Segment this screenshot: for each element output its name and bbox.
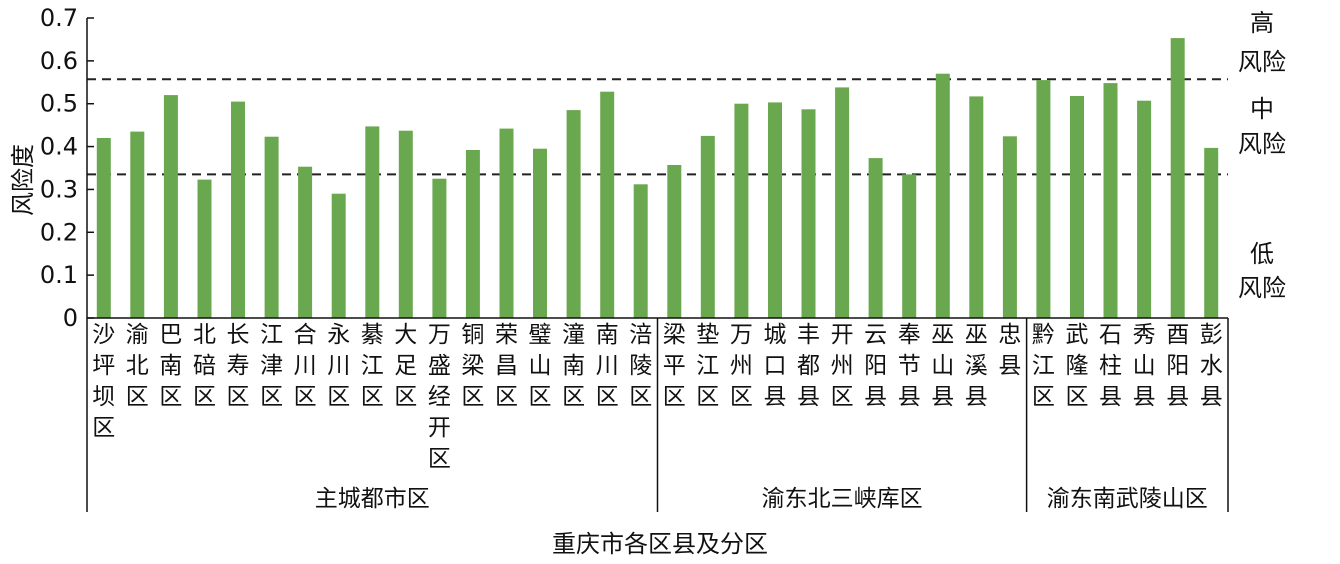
category-label-22: 开州区 (831, 322, 854, 410)
category-labels: 沙坪坝区渝北区巴南区北碚区长寿区江津区合川区永川区綦江区大足区万盛经开区铜梁区荣… (92, 322, 1222, 472)
category-label-7: 永川区 (327, 322, 350, 410)
bar-30 (1103, 83, 1118, 318)
category-label-33: 彭水县 (1200, 322, 1223, 410)
category-label-23: 云阳县 (864, 322, 887, 410)
category-label-20: 城口县 (764, 322, 787, 410)
risk-label-2-line2: 风险 (1238, 274, 1286, 302)
y-axis-title: 风险度 (9, 144, 37, 216)
category-label-1: 渝北区 (126, 322, 149, 410)
category-label-5: 江津区 (260, 322, 283, 410)
category-label-10: 万盛经开区 (428, 322, 451, 472)
bar-10 (432, 178, 447, 318)
bar-28 (1036, 80, 1051, 318)
bar-27 (1002, 136, 1017, 318)
y-tick-label-6: 0.6 (40, 47, 78, 75)
x-axis-title: 重庆市各区县及分区 (552, 530, 768, 558)
category-label-29: 武隆区 (1066, 322, 1089, 410)
risk-label-1-line1: 中 (1250, 95, 1274, 123)
bar-16 (633, 184, 648, 318)
bar-32 (1170, 38, 1185, 318)
y-tick-label-7: 0.7 (40, 4, 78, 32)
bar-25 (935, 73, 950, 318)
bar-5 (264, 136, 279, 318)
category-label-4: 长寿区 (227, 322, 250, 410)
bar-9 (398, 130, 413, 318)
category-label-14: 潼南区 (562, 322, 585, 410)
y-tick-label-5: 0.5 (40, 90, 78, 118)
category-label-2: 巴南区 (159, 322, 182, 410)
category-label-16: 涪陵区 (629, 322, 652, 410)
bar-21 (801, 109, 816, 318)
risk-label-0-line2: 风险 (1238, 48, 1286, 76)
category-label-6: 合川区 (294, 322, 317, 410)
category-label-30: 石柱县 (1099, 322, 1122, 410)
category-label-18: 垫江区 (696, 322, 719, 410)
category-label-12: 荣昌区 (495, 322, 518, 410)
bar-24 (902, 174, 917, 318)
category-label-21: 丰都县 (797, 322, 820, 410)
bar-17 (667, 165, 682, 318)
group-label-2: 渝东南武陵山区 (1047, 486, 1208, 512)
bar-20 (768, 102, 782, 319)
y-tick-label-2: 0.2 (40, 218, 78, 246)
y-tick-label-1: 0.1 (40, 261, 78, 289)
bar-14 (566, 110, 581, 318)
bar-3 (197, 179, 212, 318)
risk-label-1-line2: 风险 (1238, 130, 1286, 158)
bar-29 (1070, 96, 1084, 318)
bar-22 (835, 87, 850, 319)
category-label-32: 酉阳县 (1166, 322, 1189, 410)
bar-6 (298, 166, 313, 318)
bar-18 (700, 135, 715, 318)
y-tick-label-4: 0.4 (40, 133, 78, 161)
category-label-3: 北碚区 (193, 322, 216, 410)
bar-12 (499, 128, 514, 318)
category-label-25: 巫山县 (931, 322, 954, 410)
bar-26 (969, 96, 984, 319)
bar-23 (868, 158, 883, 318)
category-label-0: 沙坪坝区 (92, 322, 115, 441)
bar-4 (231, 101, 245, 318)
bar-7 (331, 193, 346, 318)
category-label-9: 大足区 (394, 322, 417, 410)
bar-31 (1137, 100, 1152, 318)
risk-label-2-line1: 低 (1250, 240, 1274, 268)
bar-15 (600, 91, 615, 318)
bar-11 (465, 150, 480, 318)
y-tick-label-3: 0.3 (40, 175, 78, 203)
category-label-24: 奉节县 (898, 322, 921, 410)
category-label-27: 忠县 (998, 322, 1021, 379)
bar-33 (1204, 147, 1219, 318)
category-label-15: 南川区 (596, 322, 619, 410)
threshold-lines (87, 78, 1228, 176)
bars (96, 38, 1219, 319)
category-label-19: 万州区 (730, 322, 753, 410)
bar-2 (163, 95, 178, 318)
category-label-11: 铜梁区 (461, 322, 484, 410)
category-label-17: 梁平区 (663, 322, 686, 410)
bar-0 (96, 138, 111, 318)
category-label-31: 秀山县 (1133, 322, 1156, 410)
bar-19 (734, 103, 749, 318)
bar-13 (533, 148, 547, 318)
group-label-1: 渝东北三峡库区 (762, 486, 923, 512)
group-label-0: 主城都市区 (315, 486, 430, 512)
bar-8 (365, 126, 380, 319)
category-label-28: 黔江区 (1032, 322, 1055, 410)
y-tick-label-0: 0 (63, 304, 78, 332)
bar-1 (130, 131, 145, 318)
category-label-8: 綦江区 (361, 322, 384, 410)
risk-label-0-line1: 高 (1250, 9, 1274, 37)
category-label-26: 巫溪县 (965, 322, 988, 410)
category-label-13: 璧山区 (529, 322, 552, 410)
group-labels: 主城都市区 渝东北三峡库区 渝东南武陵山区 (86, 318, 1229, 512)
